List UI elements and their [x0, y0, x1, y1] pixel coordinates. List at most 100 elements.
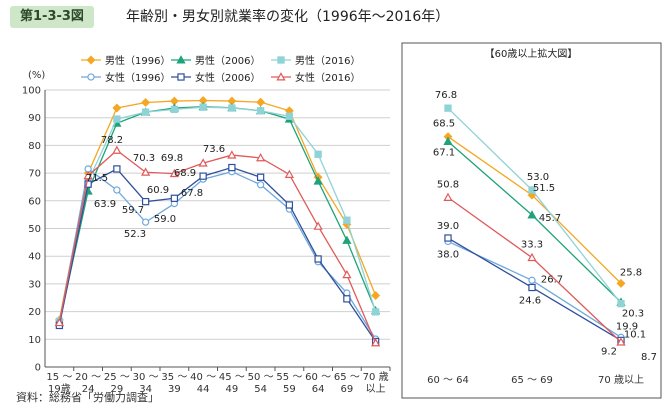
data-point [371, 291, 381, 300]
data-point [228, 104, 236, 112]
x-tick-label: 40 〜 [190, 372, 216, 383]
data-point [256, 173, 265, 181]
inset-data-label: 9.2 [601, 346, 617, 357]
data-label: 67.8 [181, 188, 203, 199]
data-label: 59.7 [122, 205, 144, 216]
inset-data-label: 25.8 [620, 267, 642, 278]
data-label: 59.0 [154, 214, 176, 225]
x-tick-label: 15 〜 [46, 372, 72, 383]
data-point [141, 218, 150, 226]
legend-label: 男性（2006） [195, 54, 260, 67]
x-tick-label: 20 〜 [75, 372, 101, 383]
data-point [84, 180, 92, 188]
data-point [371, 308, 380, 316]
legend-marker [86, 55, 96, 65]
inset-data-point [443, 136, 453, 145]
inset-data-point [528, 283, 536, 292]
inset-data-label: 68.5 [433, 119, 455, 130]
figure-label: 第1-3-3図 [10, 6, 94, 28]
inset-x-tick-label: 70 歳以上 [598, 374, 644, 386]
data-point [170, 105, 179, 114]
x-tick-label: 25 〜 [104, 372, 130, 383]
inset-data-point [527, 252, 537, 262]
inset-series-line [447, 107, 622, 305]
inset-data-label: 45.7 [539, 213, 561, 224]
legend: 男性（1996） 男性（2006） 男性（2016） 女性（1996） 女性（2006）… [81, 54, 360, 84]
data-point [256, 97, 266, 107]
inset-data-label: 24.6 [519, 295, 541, 306]
inset-title: 【60歳以上拡大図】 [485, 47, 578, 60]
inset-data-label: 76.8 [435, 90, 457, 101]
legend-label: 女性（1996） [105, 71, 170, 84]
figure-title: 年齢別・男女別就業率の変化（1996年〜2016年） [126, 9, 450, 25]
data-point [343, 216, 351, 224]
source-note: 資料：総務省「労働力調査」 [16, 391, 159, 404]
inset-frame [401, 42, 662, 399]
data-point [83, 171, 93, 180]
data-point [313, 221, 323, 230]
data-label: 70.3 [133, 153, 155, 164]
data-point [285, 112, 294, 120]
x-tick-label: 39 [168, 384, 181, 395]
data-point [112, 145, 122, 154]
data-point [141, 108, 150, 116]
y-tick-label: 20 [28, 307, 41, 318]
x-tick-label: 以上 [366, 383, 386, 395]
inset-data-label: 67.1 [433, 147, 455, 158]
x-tick-label: 19歳 [48, 383, 71, 395]
inset-data-label: 26.7 [541, 274, 563, 285]
x-tick-label: 30 〜 [133, 372, 159, 383]
y-tick-label: 100 [22, 86, 41, 97]
x-tick-label: 65 〜 [334, 372, 360, 383]
inset-data-label: 8.7 [641, 352, 657, 363]
x-tick-label: 44 [197, 384, 210, 395]
data-point [342, 235, 352, 244]
data-labels: 78.2 71.5 63.9 70.3 69.8 59.7 52.3 60.9 59.0 68.9… [86, 135, 225, 240]
inset-data-point [443, 192, 453, 201]
legend-marker [276, 72, 286, 81]
x-tick-label: 69 [341, 384, 354, 395]
x-tick-label: 24 [82, 384, 95, 395]
data-point [198, 158, 208, 167]
data-point [313, 176, 323, 185]
inset-data-point [528, 276, 536, 284]
inset-data-label: 10.1 [624, 329, 646, 340]
series-line [58, 106, 377, 322]
series-line [58, 99, 377, 321]
inset-data-label: 33.3 [521, 240, 543, 251]
data-label: 73.6 [203, 144, 225, 155]
series-line [58, 149, 377, 344]
inset-data-label: 50.8 [437, 179, 459, 190]
data-point [371, 338, 381, 347]
x-tick-label: 34 [139, 384, 152, 395]
data-point [256, 107, 265, 115]
data-point [170, 194, 179, 202]
figure-header: 第1-3-3図 年齢別・男女別就業率の変化（1996年〜2016年） [0, 0, 669, 34]
x-tick-labels: 15 〜19歳 20 〜24 25 〜29 30 〜34 35 〜39 40 〜44 45 … [46, 371, 388, 395]
series-line [58, 167, 377, 340]
inset-data-label: 51.5 [533, 183, 555, 194]
series-line [58, 166, 377, 342]
data-point [199, 172, 207, 180]
inset-x-tick-label: 60 〜 64 [427, 375, 469, 386]
data-point [284, 169, 294, 178]
y-tick-label: 90 [28, 113, 41, 124]
y-tick-label: 30 [28, 279, 41, 290]
x-tick-label: 45 〜 [219, 372, 245, 383]
y-tick-label: 0 [35, 363, 41, 374]
inset-data-point [616, 278, 626, 288]
data-point [227, 150, 237, 159]
data-point [54, 317, 64, 327]
data-point [141, 197, 150, 206]
y-tick-label: 40 [28, 252, 41, 263]
legend-label: 男性（1996） [105, 54, 170, 67]
y-tick-label: 10 [28, 335, 41, 346]
inset-data-labels: 68.5 51.5 25.8 67.1 45.7 20.3 76.8 53.0 19.9 38.0… [433, 90, 657, 363]
series-lines [54, 96, 381, 347]
inset-x-tick-label: 65 〜 69 [511, 375, 553, 386]
inset-data-point [528, 186, 536, 194]
x-tick-label: 29 [111, 384, 124, 395]
x-tick-label: 54 [254, 384, 267, 395]
y-tick-label: 80 [28, 141, 41, 152]
data-label: 71.5 [86, 173, 108, 184]
